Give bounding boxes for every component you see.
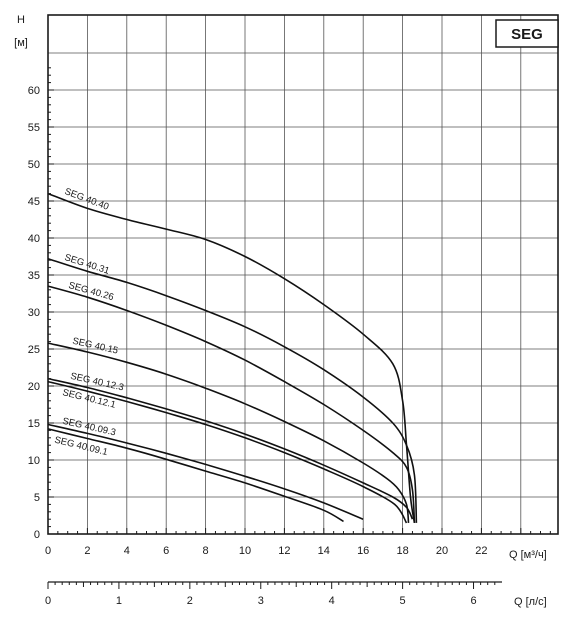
- y-tick-label: 25: [28, 344, 40, 356]
- x2-tick-label: 1: [116, 595, 122, 607]
- y-axis-title: H: [17, 14, 25, 26]
- seg-badge: SEG: [495, 19, 559, 48]
- x-tick-label: 8: [203, 545, 209, 557]
- y-tick-label: 60: [28, 85, 40, 97]
- x2-tick-label: 3: [258, 595, 264, 607]
- y-tick-label: 5: [34, 492, 40, 504]
- series-curve-seg-40-09-3: [47, 423, 364, 520]
- x-tick-label: 22: [475, 545, 487, 557]
- y-tick-label: 0: [34, 529, 40, 541]
- y-axis-unit: [м]: [14, 37, 28, 49]
- series-layer: [47, 192, 418, 524]
- x2-tick-label: 0: [45, 595, 51, 607]
- badge-label: SEG: [511, 26, 543, 43]
- x-tick-label: 6: [163, 545, 169, 557]
- x2-tick-label: 6: [470, 595, 476, 607]
- y-tick-label: 35: [28, 270, 40, 282]
- x-tick-label: 20: [436, 545, 448, 557]
- series-curve-seg-40-12-1: [47, 380, 408, 524]
- y-tick-label: 45: [28, 196, 40, 208]
- x2-tick-label: 4: [329, 595, 335, 607]
- series-curve-seg-40-09-1: [47, 428, 344, 523]
- x-tick-label: 16: [357, 545, 369, 557]
- y-tick-label: 50: [28, 159, 40, 171]
- series-curve-seg-40-26: [47, 285, 416, 523]
- series-curve-seg-40-15: [47, 342, 410, 523]
- y-tick-label: 10: [28, 455, 40, 467]
- x2-tick-label: 5: [400, 595, 406, 607]
- x-tick-label: 2: [84, 545, 90, 557]
- x-tick-label: 18: [396, 545, 408, 557]
- x-tick-label: 4: [124, 545, 130, 557]
- series-curve-seg-40-31: [47, 257, 418, 523]
- series-curve-seg-40-12-3: [47, 377, 414, 520]
- x2-tick-label: 2: [187, 595, 193, 607]
- y-tick-label: 20: [28, 381, 40, 393]
- x-tick-label: 14: [318, 545, 330, 557]
- y-tick-label: 40: [28, 233, 40, 245]
- series-curve-seg-40-40: [47, 192, 416, 524]
- x2-axis-title: Q [л/с]: [514, 596, 547, 608]
- x-axis-title: Q [м³/ч]: [509, 549, 547, 561]
- y-tick-label: 30: [28, 307, 40, 319]
- y-tick-label: 55: [28, 122, 40, 134]
- x-tick-label: 0: [45, 545, 51, 557]
- x-tick-label: 12: [278, 545, 290, 557]
- y-tick-label: 15: [28, 418, 40, 430]
- x-tick-label: 10: [239, 545, 251, 557]
